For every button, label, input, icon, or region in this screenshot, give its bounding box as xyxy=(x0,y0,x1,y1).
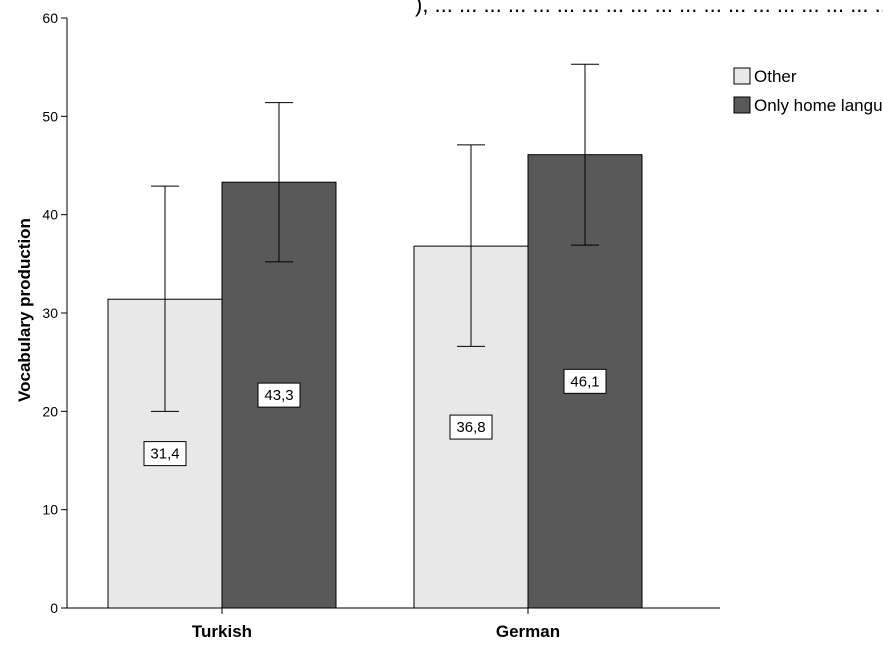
x-tick-label: Turkish xyxy=(192,622,252,641)
y-tick-label: 30 xyxy=(42,305,58,321)
data-label: 31,4 xyxy=(150,446,179,463)
data-label: 46,1 xyxy=(570,373,599,390)
y-tick-label: 0 xyxy=(50,600,58,616)
legend-swatch xyxy=(733,96,751,114)
legend: Other Only home language xyxy=(733,67,883,115)
y-tick-label: 40 xyxy=(42,207,58,223)
data-label: 36,8 xyxy=(456,419,485,436)
legend-label: Only home language xyxy=(754,96,883,115)
clipped-caption-text: ), ... ... ... ... ... ... ... ... ... .… xyxy=(415,0,883,17)
legend-label: Other xyxy=(754,67,797,86)
data-label-box xyxy=(143,441,187,467)
y-axis-title: Vocabulary production xyxy=(15,218,34,402)
data-label-box xyxy=(449,414,493,440)
data-label: 43,3 xyxy=(264,387,293,404)
y-tick-label: 50 xyxy=(42,108,58,124)
data-label-box xyxy=(257,382,301,408)
legend-swatch xyxy=(733,67,751,85)
x-tick-label: German xyxy=(496,622,560,641)
data-label-box xyxy=(563,368,607,394)
y-tick-label: 20 xyxy=(42,403,58,419)
y-tick-label: 10 xyxy=(42,502,58,518)
y-tick-label: 60 xyxy=(42,10,58,26)
